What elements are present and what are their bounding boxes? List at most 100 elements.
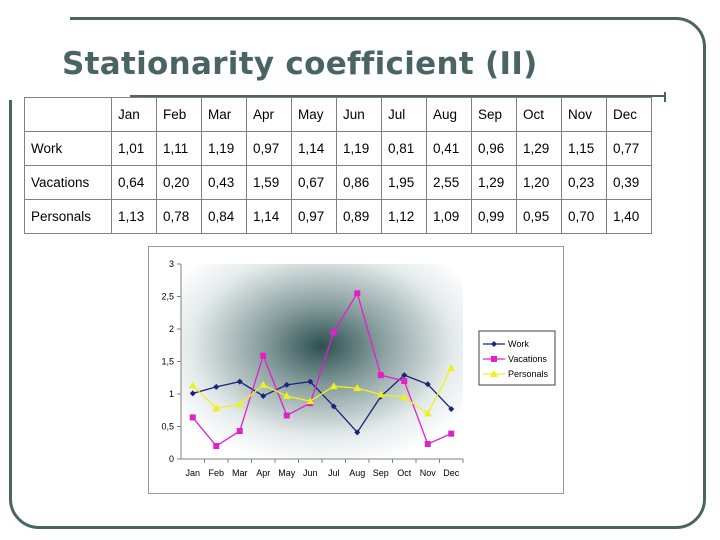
data-point-vacations [213,443,220,449]
legend-marker-personals [490,370,498,377]
title-underline-tick [664,92,666,102]
y-tick-label: 1 [169,389,174,399]
month-header: Jul [381,97,427,132]
table-cell: 0,96 [471,131,517,166]
table-cell: 1,14 [291,131,337,166]
table-cell: 1,19 [336,131,382,166]
data-point-personals [212,404,221,412]
table-cell: 1,14 [246,199,292,234]
table-cell: 1,20 [516,165,562,200]
data-point-vacations [354,290,361,297]
y-tick-label: 0 [169,454,174,464]
table-cell: 0,97 [246,131,292,166]
data-point-work [424,381,431,388]
data-point-personals [259,380,268,388]
data-point-work [354,429,361,436]
table-cell: 1,95 [381,165,427,200]
data-point-work [260,392,267,399]
x-tick-label: Sep [373,468,389,478]
table-cell: 0,97 [291,199,337,234]
table-cell: 1,40 [606,199,652,234]
data-point-vacations [448,430,455,437]
table-cell: 1,11 [156,131,202,166]
table-corner-cell [24,97,112,132]
y-tick-label: 1,5 [161,357,174,367]
table-cell: 1,15 [561,131,607,166]
month-header: Sep [471,97,517,132]
month-header: May [291,97,337,132]
data-point-vacations [283,412,290,419]
y-tick-label: 0,5 [161,422,174,432]
x-tick-label: Feb [208,468,224,478]
table-cell: 0,41 [426,131,472,166]
table-header-row: Jan Feb Mar Apr May Jun Jul Aug Sep Oct … [24,97,652,132]
data-point-work [236,378,243,385]
frame-corner-gap [0,0,70,100]
x-tick-label: Nov [420,468,437,478]
table-cell: 1,01 [111,131,157,166]
legend-marker-work [491,341,497,347]
month-header: Feb [156,97,202,132]
legend-label-personals: Personals [508,369,549,379]
data-point-work [307,378,314,385]
data-point-work [448,405,455,412]
table-row: Personals 1,13 0,78 0,84 1,14 0,97 0,89 … [24,199,652,234]
data-point-personals [423,409,432,417]
table-row: Work 1,01 1,11 1,19 0,97 1,14 1,19 0,81 … [24,131,652,166]
data-point-work [330,403,337,410]
table-cell: 0,64 [111,165,157,200]
legend-label-work: Work [508,339,529,349]
line-chart-svg: 0 0,5 1 1,5 2 2,5 3 Jan Feb Mar Apr May Jun Jul Aug Sep… [161,259,556,478]
line-chart: 0 0,5 1 1,5 2 2,5 3 Jan Feb Mar Apr May Jun Jul Aug Sep… [148,246,564,494]
month-header: Apr [246,97,292,132]
data-point-personals [376,390,385,398]
x-tick-label: Dec [443,468,460,478]
data-point-personals [282,391,291,399]
series-line-vacations [192,291,452,447]
table-cell: 0,39 [606,165,652,200]
x-tick-label: Apr [256,468,270,478]
table-cell: 1,59 [246,165,292,200]
table-row: Vacations 0,64 0,20 0,43 1,59 0,67 0,86 … [24,165,652,200]
data-point-work [401,372,408,379]
coefficient-table: Jan Feb Mar Apr May Jun Jul Aug Sep Oct … [24,97,652,234]
y-tick-label: 2,5 [161,292,174,302]
table-cell: 0,89 [336,199,382,234]
table-cell: 1,29 [471,165,517,200]
legend-label-vacations: Vacations [508,354,547,364]
month-header: Aug [426,97,472,132]
table-cell: 0,43 [201,165,247,200]
y-tick-label: 3 [169,259,174,269]
data-point-personals [306,397,315,405]
month-header: Dec [606,97,652,132]
x-tick-label: Aug [349,468,365,478]
table-cell: 0,95 [516,199,562,234]
month-header: Jan [111,97,157,132]
table-cell: 1,12 [381,199,427,234]
month-header: Mar [201,97,247,132]
data-point-vacations [236,428,243,435]
table-cell: 1,13 [111,199,157,234]
table-cell: 0,70 [561,199,607,234]
data-point-work [189,390,196,397]
data-point-vacations [424,441,431,448]
table-cell: 0,99 [471,199,517,234]
data-point-personals [235,400,244,408]
x-tick-label: Jul [328,468,340,478]
table-cell: 0,81 [381,131,427,166]
data-point-work [213,383,220,390]
table-cell: 0,77 [606,131,652,166]
table-cell: 1,19 [201,131,247,166]
slide-frame [9,17,706,529]
title-underline [130,95,666,97]
data-point-vacations [330,329,337,336]
table-cell: 0,20 [156,165,202,200]
data-point-personals [447,364,456,371]
table-cell: 0,84 [201,199,247,234]
legend-marker-vacations [491,356,497,362]
y-tick-label: 2 [169,324,174,334]
month-header: Oct [516,97,562,132]
data-point-vacations [377,372,384,379]
data-point-work [283,381,290,388]
table-cell: 0,23 [561,165,607,200]
